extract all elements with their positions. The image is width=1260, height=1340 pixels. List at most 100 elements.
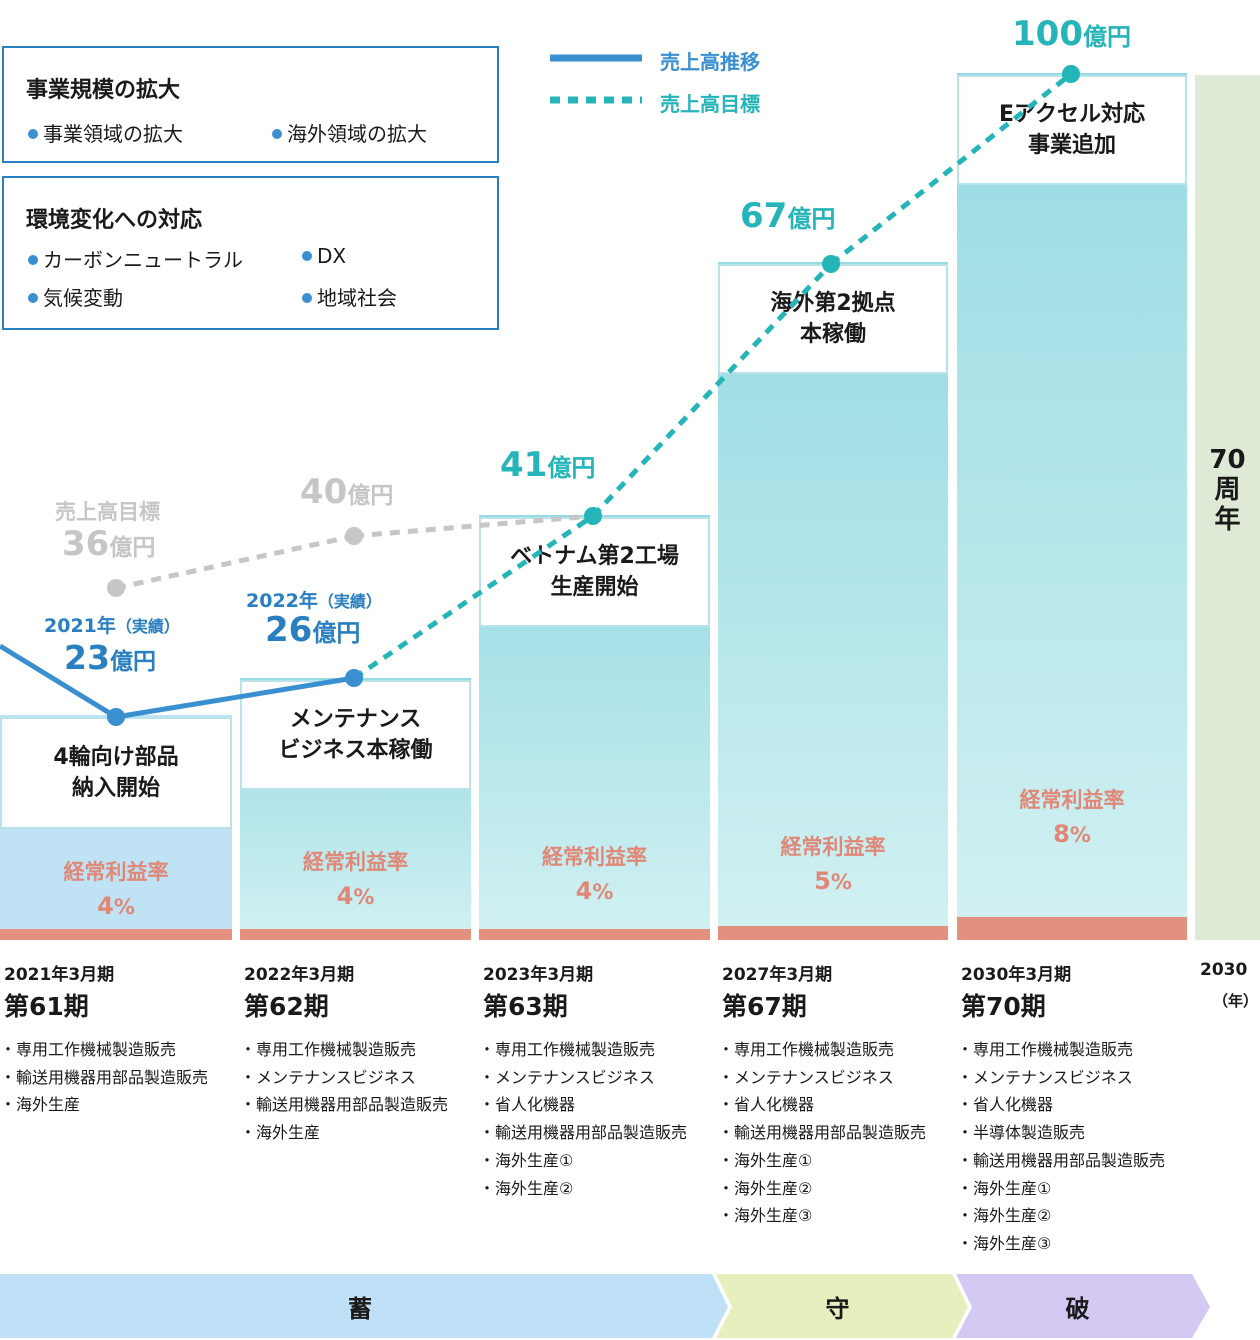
- business-item: 海外生産①: [483, 1147, 687, 1175]
- margin-ratio-value: 8%: [1053, 820, 1091, 848]
- margin-ratio-label: 経常利益率 4%: [0, 855, 232, 924]
- business-items-list: 専用工作機械製造販売メンテナンスビジネス省人化機器半導体製造販売輸送用機器用部品…: [961, 1036, 1165, 1258]
- business-items-list: 専用工作機械製造販売メンテナンスビジネス輸送用機器用部品製造販売海外生産: [244, 1036, 448, 1147]
- business-item: 海外生産: [4, 1091, 208, 1119]
- business-items-list: 専用工作機械製造販売メンテナンスビジネス省人化機器輸送用機器用部品製造販売海外生…: [483, 1036, 687, 1202]
- phase-label-3: 破: [1065, 1294, 1090, 1323]
- phase-label-2: 守: [825, 1294, 850, 1323]
- info-bullet: 海外領域の拡大: [272, 118, 427, 147]
- business-item: 海外生産②: [722, 1175, 926, 1203]
- legend-target-label: 売上高目標: [660, 92, 760, 116]
- business-item: 省人化機器: [483, 1091, 687, 1119]
- margin-ratio-title: 経常利益率: [1019, 788, 1125, 812]
- business-item: 海外生産②: [483, 1175, 687, 1203]
- margin-band: [957, 917, 1187, 940]
- value-amount-2030: 100億円: [1012, 14, 1131, 54]
- business-item: 海外生産③: [961, 1230, 1165, 1258]
- value-amount-2022: 26億円: [265, 610, 361, 650]
- business-item: 輸送用機器用部品製造販売: [483, 1119, 687, 1147]
- old-target-value-40: 40億円: [300, 472, 394, 512]
- phase-arrow-1: [0, 1274, 728, 1338]
- value-amount-2021: 23億円: [64, 638, 156, 677]
- actual-point: [107, 708, 125, 726]
- fiscal-year-label: 2022年3月期: [244, 965, 355, 985]
- business-item: 海外生産①: [961, 1175, 1165, 1203]
- actual-line-segment: [0, 643, 118, 720]
- business-item: 海外生産②: [961, 1202, 1165, 1230]
- actual-point: [345, 669, 363, 687]
- business-item: 省人化機器: [961, 1091, 1165, 1119]
- milestone-box: ベトナム第2工場 生産開始: [479, 517, 710, 627]
- sales-line-chart: [0, 65, 1080, 726]
- margin-band: [0, 929, 232, 940]
- anniversary-year: 2030: [1200, 960, 1248, 980]
- fiscal-year-label: 2030年3月期: [961, 965, 1072, 985]
- business-item: 専用工作機械製造販売: [722, 1036, 926, 1064]
- info-box-title: 事業規模の拡大: [26, 78, 181, 103]
- old-target-segment: [115, 533, 355, 591]
- legend-actual-swatch: [550, 54, 642, 62]
- margin-ratio-label: 経常利益率 5%: [718, 830, 948, 899]
- old-target-segment: [353, 513, 594, 539]
- margin-ratio-value: 4%: [575, 877, 614, 905]
- fiscal-year-label: 2023年3月期: [483, 965, 594, 985]
- info-box-business-scale: 事業規模の拡大 事業領域の拡大 海外領域の拡大: [2, 46, 499, 163]
- info-bullet: DX: [302, 244, 346, 268]
- margin-band: [479, 929, 710, 940]
- business-item: 輸送用機器用部品製造販売: [244, 1091, 448, 1119]
- info-bullet: 地域社会: [302, 282, 397, 311]
- business-items-list: 専用工作機械製造販売メンテナンスビジネス省人化機器輸送用機器用部品製造販売海外生…: [722, 1036, 926, 1230]
- margin-ratio-value: 5%: [814, 867, 852, 895]
- margin-ratio-value: 4%: [97, 892, 135, 920]
- business-item: 専用工作機械製造販売: [483, 1036, 687, 1064]
- business-item: メンテナンスビジネス: [244, 1064, 448, 1092]
- fiscal-year-label: 2027年3月期: [722, 965, 833, 985]
- fiscal-period-label: 第70期: [961, 992, 1046, 1021]
- business-item: 専用工作機械製造販売: [244, 1036, 448, 1064]
- target-line-segment: [829, 72, 1073, 266]
- business-items-list: 専用工作機械製造販売輸送用機器用部品製造販売海外生産: [4, 1036, 208, 1119]
- info-bullet: 事業領域の拡大: [28, 118, 183, 147]
- actual-line-segment: [115, 675, 355, 720]
- value-amount-2027: 67億円: [740, 196, 836, 236]
- business-item: メンテナンスビジネス: [722, 1064, 926, 1092]
- legend-target-swatch: [550, 96, 642, 104]
- target-point: [1062, 65, 1080, 83]
- old-target-value-36: 36億円: [62, 524, 156, 564]
- business-item: 輸送用機器用部品製造販売: [961, 1147, 1165, 1175]
- milestone-box: 4輪向け部品 納入開始: [0, 717, 232, 829]
- info-bullet: カーボンニュートラル: [28, 244, 243, 273]
- business-item: メンテナンスビジネス: [483, 1064, 687, 1092]
- business-item: 専用工作機械製造販売: [4, 1036, 208, 1064]
- margin-ratio-title: 経常利益率: [542, 845, 647, 869]
- margin-band: [240, 929, 471, 940]
- value-label-2021: 2021年（実績）: [44, 615, 180, 637]
- old-target-point: [107, 579, 125, 597]
- business-item: 海外生産③: [722, 1202, 926, 1230]
- margin-ratio-label: 経常利益率 4%: [479, 840, 710, 909]
- fiscal-period-label: 第62期: [244, 992, 329, 1021]
- business-item: 輸送用機器用部品製造販売: [4, 1064, 208, 1092]
- value-amount-2023: 41億円: [500, 445, 596, 485]
- fiscal-period-label: 第63期: [483, 992, 568, 1021]
- old-target-label: 売上高目標: [55, 500, 160, 524]
- margin-ratio-value: 4%: [336, 882, 375, 910]
- margin-ratio-title: 経常利益率: [303, 850, 408, 874]
- anniversary-column: [1195, 75, 1260, 940]
- milestone-box: メンテナンス ビジネス本稼働: [240, 680, 471, 790]
- business-item: 海外生産①: [722, 1147, 926, 1175]
- anniversary-label: 70 周 年: [1209, 445, 1246, 535]
- sales-column: [718, 262, 948, 940]
- business-item: 省人化機器: [722, 1091, 926, 1119]
- phase-label-1: 蓄: [348, 1294, 372, 1323]
- margin-ratio-label: 経常利益率 8%: [957, 783, 1187, 852]
- target-point: [822, 255, 840, 273]
- fiscal-period-label: 第67期: [722, 992, 807, 1021]
- fiscal-year-label: 2021年3月期: [4, 965, 115, 985]
- target-point: [584, 507, 602, 525]
- info-bullet: 気候変動: [28, 282, 123, 311]
- fiscal-period-label: 第61期: [4, 992, 89, 1021]
- milestone-box: Eアクセル対応 事業追加: [957, 75, 1187, 185]
- margin-ratio-title: 経常利益率: [63, 860, 169, 884]
- target-line-segment: [352, 513, 595, 681]
